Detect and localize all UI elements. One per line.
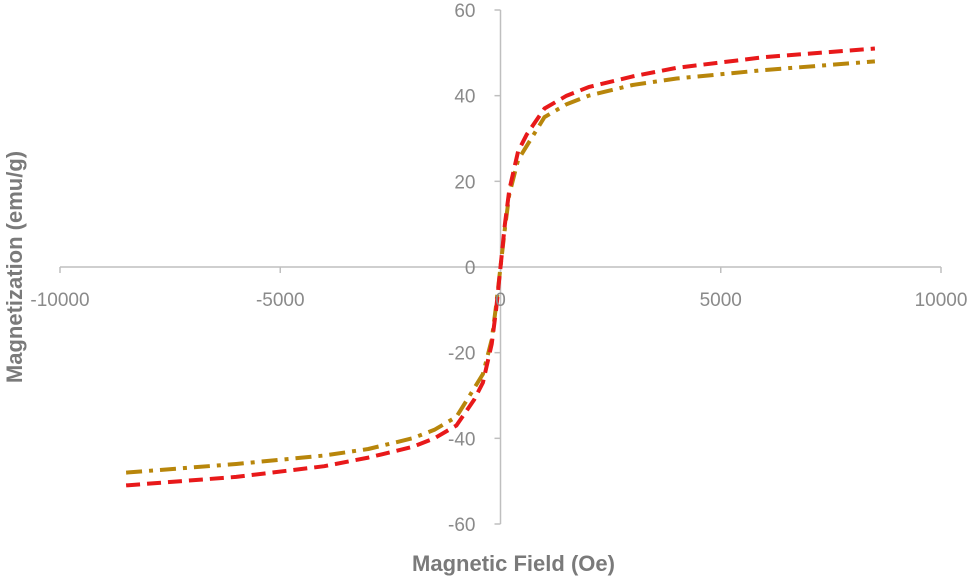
y-tick-label: 60 [454,1,475,22]
y-tick-label: 0 [465,258,476,279]
x-tick-label: -10000 [30,290,89,311]
y-tick-label: 20 [454,172,475,193]
series-layer [125,46,876,488]
y-tick-label: -40 [448,429,475,450]
x-tick-label: -5000 [256,290,305,311]
tick-labels: -10000 -5000 0 5000 10000 -60 -40 -20 0 20 40 60 [30,1,967,536]
series-line-2 [125,46,876,488]
series-line-1 [125,59,876,475]
x-tick-label: 0 [495,290,506,311]
y-axis-title: Magnetization (emu/g) [2,151,27,383]
y-tick-label: -60 [448,515,475,536]
y-tick-label: -20 [448,344,475,365]
x-axis-title: Magnetic Field (Oe) [412,551,615,576]
y-tick-label: 40 [454,87,475,108]
x-tick-label: 10000 [915,290,968,311]
x-tick-label: 5000 [700,290,742,311]
